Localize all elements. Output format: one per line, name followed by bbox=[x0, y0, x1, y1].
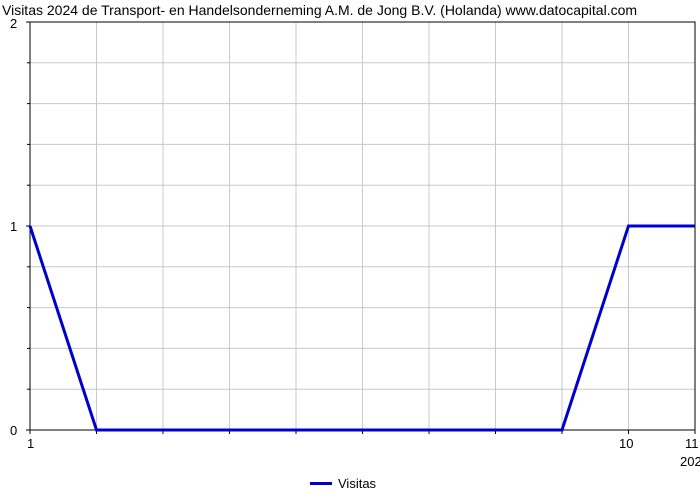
x-tick-label-first: 1 bbox=[27, 436, 34, 451]
line-chart-plot bbox=[0, 0, 700, 452]
chart-root: Visitas 2024 de Transport- en Handelsond… bbox=[0, 0, 700, 500]
x-tick-label-11: 11 bbox=[685, 436, 699, 451]
x-tick-label-10: 10 bbox=[619, 436, 633, 451]
legend: Visitas bbox=[310, 476, 376, 491]
legend-label: Visitas bbox=[338, 476, 376, 491]
y-tick-label-1: 1 bbox=[10, 219, 17, 234]
legend-swatch bbox=[310, 482, 332, 485]
y-tick-label-2: 2 bbox=[10, 16, 17, 31]
x-below-label: 202 bbox=[680, 454, 700, 469]
y-tick-label-0: 0 bbox=[10, 423, 17, 438]
